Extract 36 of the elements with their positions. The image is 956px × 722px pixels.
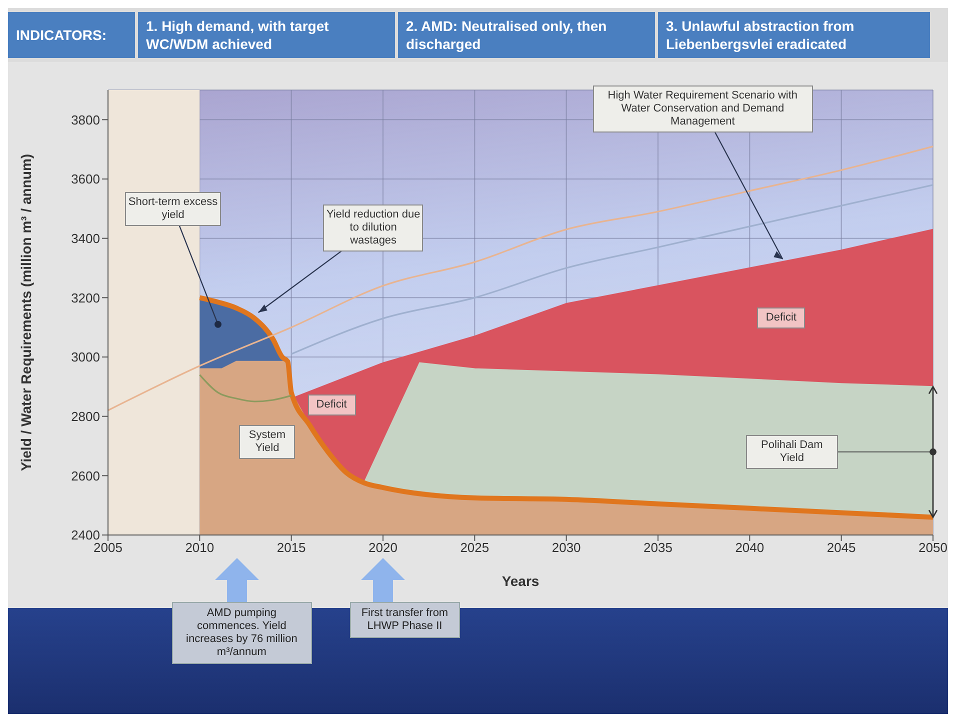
x-axis-title: Years: [502, 573, 540, 589]
y-tick-label: 3400: [71, 230, 100, 246]
text: First transfer from LHWP Phase II: [350, 602, 460, 638]
x-tick-label: 2040: [735, 540, 764, 556]
y-tick-label: 3600: [71, 172, 100, 187]
annotation: Polihali Dam Yield: [746, 434, 838, 469]
x-tick-label: 2050: [918, 540, 948, 556]
x-tick-label: 2045: [826, 540, 856, 556]
y-tick-label: 2800: [71, 408, 100, 424]
line-series: [108, 146, 933, 412]
annotation: System Yield: [239, 424, 296, 459]
x-tick-label: 2030: [552, 540, 581, 556]
annotation: Deficit: [757, 308, 806, 329]
text: 2. AMD: Neutralised only, then discharged: [398, 12, 655, 58]
text: AMD pumping commences. Yield increases by 76 million m³/annum: [172, 602, 312, 664]
x-tick-label: 2035: [644, 540, 672, 556]
x-tick-label: 2010: [185, 540, 214, 556]
line-series: [290, 184, 933, 355]
y-tick-label: 3200: [71, 290, 100, 306]
y-tick-label: 2600: [71, 468, 100, 484]
x-tick-label: 2025: [460, 540, 490, 556]
x-tick-label: 2020: [368, 540, 398, 556]
annotation: Yield reduction due to dilution wastages: [323, 204, 424, 251]
chart-title: INDICATORS:: [8, 12, 135, 58]
y-tick-label: 3800: [71, 112, 100, 128]
text: 1. High demand, with target WC/WDM achieved: [138, 12, 395, 58]
y-axis-title: Yield / Water Requirements (million m³ / annum): [18, 154, 34, 472]
y-tick-label: 3000: [71, 350, 100, 365]
y-tick-label: 2400: [71, 528, 100, 543]
x-tick-label: 2015: [276, 540, 306, 556]
annotation: High Water Requirement Scenario with Water Conservation and Demand Management: [592, 86, 813, 133]
annotation: Deficit: [308, 394, 356, 416]
line-series: [198, 374, 292, 402]
text: 3. Unlawful abstraction from Liebenbergsvlei eradicated: [658, 12, 930, 58]
x-tick-label: 2005: [94, 540, 122, 556]
annotation: Short-term excess yield: [125, 192, 221, 226]
